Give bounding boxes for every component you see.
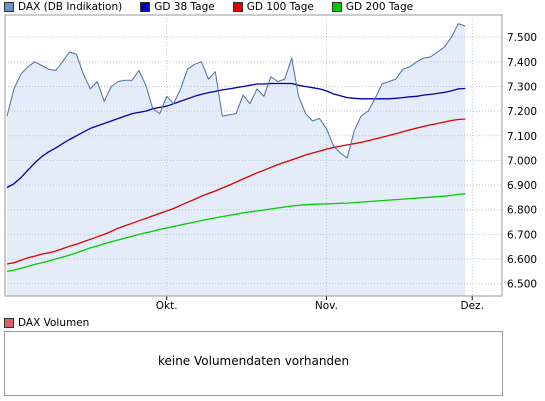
volume-legend-label: DAX Volumen <box>18 317 90 329</box>
y-tick-label: 6.600 <box>507 254 537 266</box>
volume-panel: keine Volumendaten vorhanden <box>4 331 503 396</box>
x-tick-label: Okt. <box>156 300 178 312</box>
gd38-line <box>6 82 466 189</box>
legend-item-gd200: GD 200 Tage <box>331 1 414 13</box>
legend-label-gd200: GD 200 Tage <box>345 1 414 13</box>
y-tick-label: 6.900 <box>507 180 537 192</box>
legend-item-gd38: GD 38 Tage <box>140 1 215 13</box>
y-tick-label: 6.700 <box>507 229 537 241</box>
gd200-line <box>6 193 466 273</box>
legend-swatch-gd200 <box>331 2 342 12</box>
x-tick-label: Dez. <box>461 300 484 312</box>
y-tick-label: 6.800 <box>507 205 537 217</box>
volume-legend: DAX Volumen <box>4 317 89 329</box>
y-tick-label: 7.300 <box>507 81 537 93</box>
chart-legend: DAX (DB Indikation) GD 38 Tage GD 100 Ta… <box>4 0 431 14</box>
plot-frame <box>4 14 503 297</box>
dax-area-fill <box>7 23 466 296</box>
y-tick-label: 7.500 <box>507 32 537 44</box>
x-tick-label: Nov. <box>315 300 338 312</box>
legend-swatch-gd100 <box>232 2 243 12</box>
price-chart: 6.500 6.600 6.700 6.800 6.900 7.000 7.100 7.200… <box>4 14 537 312</box>
volume-empty-message: keine Volumendaten vorhanden <box>157 354 350 368</box>
legend-label-gd38: GD 38 Tage <box>154 1 215 13</box>
y-tick-label: 6.500 <box>507 279 537 291</box>
legend-label-gd100: GD 100 Tage <box>246 1 314 13</box>
legend-swatch-dax <box>4 2 14 12</box>
gd100-line <box>6 118 466 265</box>
y-tick-label: 7.400 <box>507 57 537 69</box>
y-tick-label: 7.100 <box>507 131 537 143</box>
legend-item-dax: DAX (DB Indikation) <box>4 1 122 13</box>
dax-line <box>6 23 466 159</box>
y-tick-label: 7.000 <box>507 155 537 167</box>
volume-legend-swatch <box>4 318 14 328</box>
legend-item-gd100: GD 100 Tage <box>232 1 314 13</box>
legend-swatch-gd38 <box>140 2 151 12</box>
y-tick-label: 7.200 <box>507 106 537 118</box>
legend-label-dax: DAX (DB Indikation) <box>18 1 123 13</box>
